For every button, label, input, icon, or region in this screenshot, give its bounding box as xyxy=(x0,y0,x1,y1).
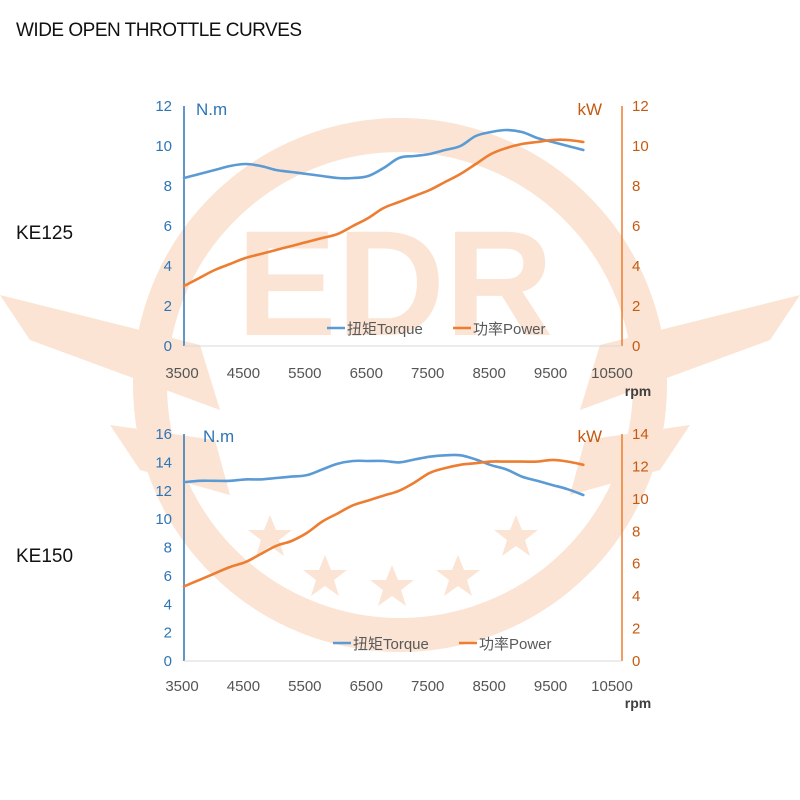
left-tick-label: 10 xyxy=(155,511,172,528)
right-tick-label: 0 xyxy=(632,653,640,670)
page-title: WIDE OPEN THROTTLE CURVES xyxy=(16,20,302,41)
x-tick-label: 9500 xyxy=(534,365,567,382)
x-tick-label: 9500 xyxy=(534,678,567,695)
left-axis-title: N.m xyxy=(196,100,227,119)
right-tick-label: 6 xyxy=(632,556,640,573)
x-tick-label: 10500 xyxy=(591,678,633,695)
right-tick-label: 10 xyxy=(632,138,649,155)
left-tick-label: 8 xyxy=(164,178,172,195)
right-tick-label: 14 xyxy=(632,426,649,443)
x-tick-label: 7500 xyxy=(411,678,444,695)
left-tick-label: 6 xyxy=(164,218,172,235)
right-tick-label: 12 xyxy=(632,98,649,115)
x-tick-label: 5500 xyxy=(288,678,321,695)
left-tick-label: 2 xyxy=(164,625,172,642)
x-tick-label: 10500 xyxy=(591,365,633,382)
watermark-ring xyxy=(133,118,667,652)
x-axis-title: rpm xyxy=(625,695,651,711)
torque-series-line xyxy=(182,453,585,497)
model-label-ke125: KE125 xyxy=(16,223,74,244)
left-tick-label: 0 xyxy=(164,338,172,355)
left-tick-label: 14 xyxy=(155,454,172,471)
left-tick-label: 10 xyxy=(155,138,172,155)
right-tick-label: 4 xyxy=(632,588,640,605)
power-series-line xyxy=(182,138,585,288)
left-tick-label: 0 xyxy=(164,653,172,670)
torque-series-line xyxy=(182,128,585,180)
legend-label-torque: 扭矩Torque xyxy=(353,636,429,653)
left-tick-label: 6 xyxy=(164,568,172,585)
right-tick-label: 10 xyxy=(632,491,649,508)
left-tick-label: 12 xyxy=(155,98,172,115)
x-tick-label: 4500 xyxy=(227,365,260,382)
right-axis-title: kW xyxy=(577,100,602,119)
legend-label-power: 功率Power xyxy=(473,321,546,338)
x-tick-label: 8500 xyxy=(472,678,505,695)
watermark-wings xyxy=(0,295,800,495)
right-tick-label: 6 xyxy=(632,218,640,235)
right-tick-label: 8 xyxy=(632,178,640,195)
x-tick-label: 7500 xyxy=(411,365,444,382)
power-series-line xyxy=(182,458,585,588)
x-tick-label: 5500 xyxy=(288,365,321,382)
right-axis-title: kW xyxy=(577,427,602,446)
left-tick-label: 4 xyxy=(164,596,172,613)
legend-label-torque: 扭矩Torque xyxy=(347,321,423,338)
left-tick-label: 4 xyxy=(164,258,172,275)
x-tick-label: 3500 xyxy=(165,365,198,382)
right-tick-label: 0 xyxy=(632,338,640,355)
legend-label-power: 功率Power xyxy=(479,636,552,653)
left-tick-label: 12 xyxy=(155,483,172,500)
model-label-ke150: KE150 xyxy=(16,546,74,567)
watermark-stars xyxy=(248,515,538,606)
left-axis-title: N.m xyxy=(203,427,234,446)
x-tick-label: 6500 xyxy=(350,365,383,382)
x-tick-label: 4500 xyxy=(227,678,260,695)
x-tick-label: 8500 xyxy=(472,365,505,382)
x-axis-title: rpm xyxy=(625,383,651,399)
right-tick-label: 2 xyxy=(632,298,640,315)
right-tick-label: 8 xyxy=(632,523,640,540)
right-tick-label: 2 xyxy=(632,621,640,638)
watermark-text: EDR xyxy=(237,199,554,367)
left-tick-label: 2 xyxy=(164,298,172,315)
x-tick-label: 3500 xyxy=(165,678,198,695)
left-tick-label: 8 xyxy=(164,540,172,557)
left-tick-label: 16 xyxy=(155,426,172,443)
x-tick-label: 6500 xyxy=(350,678,383,695)
right-tick-label: 4 xyxy=(632,258,640,275)
right-tick-label: 12 xyxy=(632,458,649,475)
